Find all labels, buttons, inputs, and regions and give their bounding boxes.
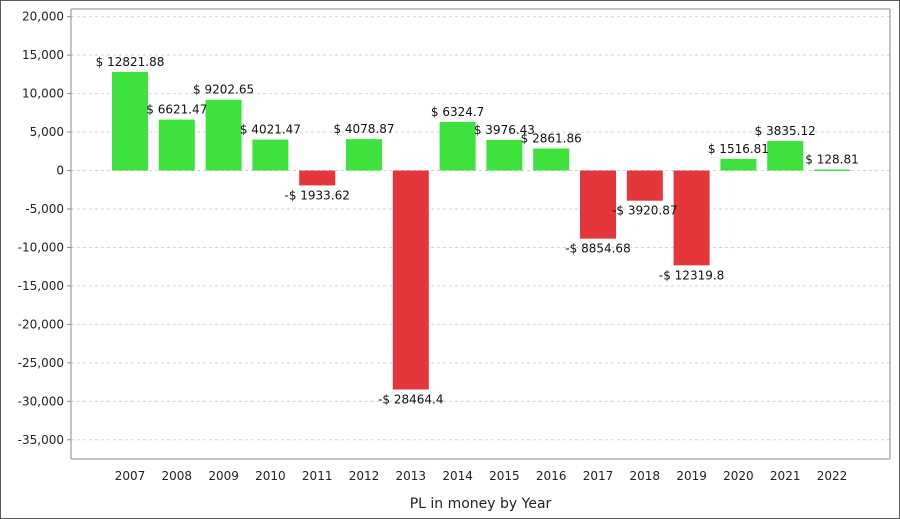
x-tick-label: 2018 [630,469,661,483]
x-axis-title: PL in money by Year [410,496,552,512]
x-tick-label: 2013 [396,469,427,483]
x-tick-label: 2022 [817,469,848,483]
y-tick-label: -5,000 [25,202,64,216]
x-tick-label: 2010 [255,469,286,483]
y-tick-label: -15,000 [18,279,64,293]
x-tick-label: 2019 [676,469,707,483]
y-tick-label: -20,000 [18,317,64,331]
bar-2021 [767,141,804,171]
x-tick-label: 2007 [115,469,146,483]
bar-2020 [720,158,757,171]
bar-2016 [533,148,570,171]
y-tick-label: 5,000 [30,125,64,139]
data-label-2018: -$ 3920.87 [612,204,677,218]
y-tick-label: -30,000 [18,394,64,408]
y-tick-label: -10,000 [18,240,64,254]
data-label-2008: $ 6621.47 [146,103,207,117]
bar-2007 [112,71,148,171]
bar-2011 [299,170,336,186]
data-label-2013: -$ 28464.4 [378,392,443,406]
x-tick-label: 2011 [302,469,333,483]
bar-2013 [392,170,429,390]
x-tick-label: 2009 [208,469,239,483]
y-tick-label: -35,000 [18,433,64,447]
y-tick-label: -25,000 [18,356,64,370]
x-tick-label: 2021 [770,469,801,483]
data-label-2020: $ 1516.81 [708,142,769,156]
bar-2015 [486,139,523,171]
data-label-2022: $ 128.81 [805,153,858,167]
x-tick-labels: 2007 2008 2009 2010 2011 2012 2013 2014 2015 2016… [115,469,848,483]
data-labels: $ 12821.88 $ 6621.47 $ 9202.65 $ 4021.47 -$ … [96,55,859,407]
x-tick-label: 2016 [536,469,567,483]
data-label-2014: $ 6324.7 [431,105,484,119]
data-label-2010: $ 4021.47 [240,123,301,137]
bar-2019 [673,170,710,266]
data-label-2017: -$ 8854.68 [565,242,630,256]
data-label-2007: $ 12821.88 [96,55,165,69]
x-tick-label: 2008 [162,469,193,483]
y-tick-label: 15,000 [22,48,64,62]
axes [70,8,891,460]
bar-2008 [158,119,195,171]
bar-2014 [439,121,476,171]
data-label-2012: $ 4078.87 [333,122,394,136]
data-label-2021: $ 3835.12 [755,124,816,138]
x-tick-label: 2015 [489,469,520,483]
bar-2018 [626,170,663,201]
bars [112,71,850,390]
bar-2012 [346,139,382,171]
y-tick-labels: 20,000 15,000 10,000 5,000 0 -5,000 -10,000 -15… [18,10,71,447]
y-tick-label: 10,000 [22,87,64,101]
x-tick-label: 2014 [442,469,473,483]
gridlines [71,16,890,441]
x-tick-label: 2012 [349,469,380,483]
x-tick-label: 2020 [723,469,754,483]
x-tick-label: 2017 [583,469,614,483]
bar-2017 [580,170,616,239]
bar-2010 [252,139,289,171]
y-tick-label: 20,000 [22,10,64,24]
data-label-2011: -$ 1933.62 [284,188,349,202]
bar-2022 [814,169,850,172]
data-label-2019: -$ 12319.8 [659,268,724,282]
data-label-2009: $ 9202.65 [193,83,254,97]
data-label-2016: $ 2861.86 [521,132,582,146]
data-label-2015: $ 3976.43 [474,123,535,137]
bar-2009 [205,99,242,171]
y-tick-label: 0 [56,164,64,178]
